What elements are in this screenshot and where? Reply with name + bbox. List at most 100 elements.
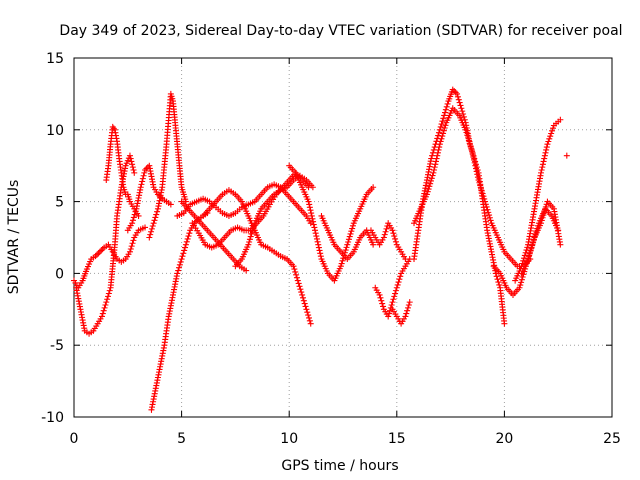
data-point (476, 179, 483, 186)
data-point (392, 287, 399, 294)
data-point (439, 118, 446, 125)
y-tick-label: 5 (55, 195, 64, 211)
data-point (148, 225, 155, 232)
y-tick-label: -5 (50, 338, 64, 354)
data-point (494, 276, 501, 283)
data-point (392, 290, 399, 297)
data-point (250, 222, 257, 229)
data-point (311, 224, 318, 231)
data-point (442, 106, 449, 113)
data-point (431, 164, 438, 171)
data-point (98, 313, 105, 320)
data-point (293, 274, 300, 281)
data-point (465, 137, 472, 144)
data-point (440, 130, 447, 137)
data-point (472, 162, 479, 169)
data-point (522, 249, 529, 256)
data-point (130, 167, 137, 174)
data-point (383, 225, 390, 232)
data-point (349, 222, 356, 229)
series-arc-k (232, 172, 316, 270)
data-point (99, 310, 106, 317)
x-tick-label: 5 (177, 431, 186, 447)
series-arc-d (124, 162, 174, 234)
data-point (127, 245, 134, 252)
data-point (519, 273, 526, 280)
tick-layer: 0 5 10 15 20 25 -10 -5 0 5 10 15 (41, 51, 621, 447)
data-point (466, 140, 473, 147)
data-point (444, 100, 451, 107)
data-point (541, 155, 548, 162)
data-point (496, 281, 503, 288)
series-arc-m (318, 212, 377, 263)
data-point (434, 152, 441, 159)
data-point (388, 301, 395, 308)
data-point (174, 270, 181, 277)
data-point (176, 264, 183, 271)
data-point (303, 306, 310, 313)
data-point (178, 256, 185, 263)
data-point (317, 250, 324, 257)
x-tick-label: 15 (388, 431, 406, 447)
data-point (529, 239, 536, 246)
data-point (541, 152, 548, 159)
data-point (309, 184, 316, 191)
data-point (436, 141, 443, 148)
data-point (487, 217, 494, 224)
data-point (376, 291, 383, 298)
data-point (521, 255, 528, 262)
data-point (404, 304, 411, 311)
plot-frame (73, 57, 613, 418)
data-point (389, 299, 396, 306)
data-point (305, 314, 312, 321)
data-point (442, 122, 449, 129)
data-point (129, 164, 136, 171)
data-point (477, 182, 484, 189)
data-point (426, 183, 433, 190)
data-point (557, 116, 564, 123)
data-point (543, 146, 550, 153)
data-point (430, 169, 437, 176)
data-point (431, 167, 438, 174)
data-point (349, 225, 356, 232)
data-point (473, 168, 480, 175)
data-point (128, 243, 135, 250)
data-point (526, 250, 533, 257)
data-point (246, 238, 253, 245)
data-point (308, 212, 315, 219)
data-point (313, 235, 320, 242)
data-point (465, 134, 472, 141)
series-arc-f (148, 210, 211, 413)
data-point (435, 129, 442, 136)
data-point (458, 105, 465, 112)
data-point (302, 303, 309, 310)
series-arc-t (512, 116, 564, 284)
data-point (126, 248, 133, 255)
data-point (472, 165, 479, 172)
data-point (386, 307, 393, 314)
data-point (307, 207, 314, 214)
data-point (393, 284, 400, 291)
data-point (478, 187, 485, 194)
data-point (148, 228, 155, 235)
data-point (306, 317, 313, 324)
data-point (127, 155, 134, 162)
data-point (130, 214, 137, 221)
data-point (102, 301, 109, 308)
data-point (313, 233, 320, 240)
series-arc-e (146, 90, 189, 241)
data-point (435, 146, 442, 153)
data-point (342, 247, 349, 254)
data-point (291, 266, 298, 273)
data-point (339, 257, 346, 264)
data-point (307, 320, 314, 327)
series-arc-b (103, 123, 142, 219)
series-arc-v (563, 152, 570, 159)
x-tick-label: 20 (495, 431, 513, 447)
data-point (392, 238, 399, 245)
data-point (110, 125, 117, 132)
x-tick-label: 0 (70, 431, 79, 447)
data-point (538, 167, 545, 174)
data-point (467, 142, 474, 149)
data-point (135, 212, 142, 219)
